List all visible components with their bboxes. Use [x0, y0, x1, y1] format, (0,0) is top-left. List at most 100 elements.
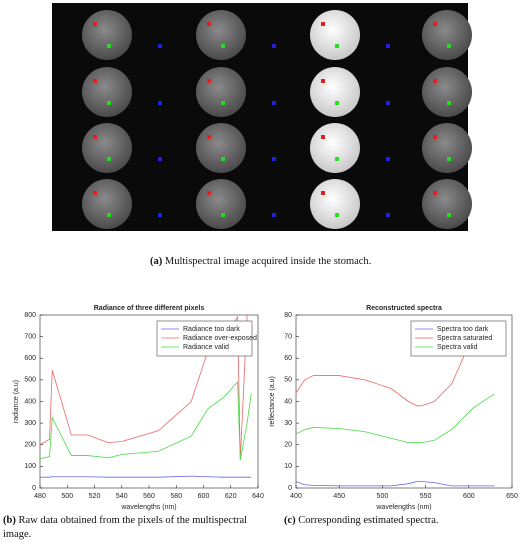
y-tick-label: 100	[24, 463, 36, 470]
x-tick-label: 600	[198, 493, 210, 500]
x-tick-label: 480	[34, 493, 46, 500]
stomach-view	[82, 10, 132, 60]
x-tick-label: 550	[420, 493, 432, 500]
x-tick-label: 500	[61, 493, 73, 500]
x-tick-label: 640	[252, 493, 264, 500]
pixel-marker-blue	[272, 44, 276, 48]
caption-text: Multispectral image acquired inside the …	[164, 256, 372, 267]
x-tick-label: 500	[377, 493, 389, 500]
y-tick-label: 500	[24, 377, 36, 384]
stomach-view	[310, 179, 360, 229]
stomach-view	[196, 10, 246, 60]
y-tick-label: 60	[284, 355, 292, 362]
pixel-marker-red	[93, 22, 97, 26]
caption-label: (c)	[284, 515, 296, 526]
y-tick-label: 700	[24, 333, 36, 340]
y-tick-label: 800	[24, 312, 36, 319]
stomach-view	[82, 67, 132, 117]
x-tick-label: 600	[463, 493, 475, 500]
legend-label: Radiance valid	[183, 344, 229, 351]
pixel-marker-green	[107, 44, 111, 48]
y-tick-label: 0	[32, 485, 36, 492]
caption-b: (b) Raw data obtained from the pixels of…	[3, 514, 265, 542]
stomach-view	[82, 123, 132, 173]
image-cells	[82, 10, 472, 229]
pixel-marker-red	[433, 135, 437, 139]
pixel-marker-green	[447, 157, 451, 161]
data-line	[40, 475, 252, 478]
x-axis-label: wavelengths (nm)	[120, 504, 176, 511]
pixel-marker-red	[321, 79, 325, 83]
pixel-marker-red	[433, 79, 437, 83]
y-axis-label: reflectance (a.u)	[269, 376, 276, 427]
y-tick-label: 80	[284, 312, 292, 319]
caption-text: Corresponding estimated spectra.	[298, 515, 439, 526]
x-tick-label: 520	[89, 493, 101, 500]
stomach-view	[422, 179, 472, 229]
pixel-marker-green	[221, 44, 225, 48]
x-tick-label: 450	[333, 493, 345, 500]
data-line	[296, 332, 474, 407]
pixel-marker-green	[335, 101, 339, 105]
stomach-view	[196, 123, 246, 173]
pixel-marker-green	[447, 101, 451, 105]
x-tick-label: 540	[116, 493, 128, 500]
y-tick-label: 400	[24, 398, 36, 405]
pixel-marker-blue	[386, 213, 390, 217]
pixel-marker-red	[321, 191, 325, 195]
y-tick-label: 0	[288, 485, 292, 492]
caption-label: (b)	[3, 515, 16, 526]
y-tick-label: 70	[284, 333, 292, 340]
pixel-marker-green	[335, 157, 339, 161]
data-line	[40, 381, 252, 460]
pixel-marker-blue	[272, 101, 276, 105]
pixel-marker-red	[207, 22, 211, 26]
y-tick-label: 200	[24, 442, 36, 449]
pixel-marker-green	[335, 44, 339, 48]
pixel-marker-blue	[158, 101, 162, 105]
y-tick-label: 40	[284, 398, 292, 405]
pixel-marker-blue	[158, 157, 162, 161]
pixel-marker-red	[433, 191, 437, 195]
data-line	[40, 315, 248, 460]
pixel-marker-green	[447, 213, 451, 217]
stomach-view	[196, 179, 246, 229]
pixel-marker-red	[93, 135, 97, 139]
caption-label: (a)	[150, 256, 163, 267]
pixel-marker-red	[321, 135, 325, 139]
x-tick-label: 560	[143, 493, 155, 500]
stomach-view	[310, 123, 360, 173]
legend-box	[156, 320, 253, 357]
pixel-marker-green	[221, 213, 225, 217]
stomach-view	[422, 123, 472, 173]
x-tick-label: 400	[290, 493, 302, 500]
pixel-marker-blue	[386, 157, 390, 161]
stomach-view	[82, 179, 132, 229]
y-tick-label: 300	[24, 420, 36, 427]
pixel-marker-green	[221, 157, 225, 161]
pixel-marker-green	[221, 101, 225, 105]
x-tick-label: 620	[225, 493, 237, 500]
caption-c: (c) Corresponding estimated spectra.	[284, 514, 519, 528]
pixel-marker-red	[207, 135, 211, 139]
stomach-view	[310, 67, 360, 117]
stomach-view	[422, 10, 472, 60]
legend-label: Spectra saturated	[437, 335, 492, 342]
pixel-marker-blue	[158, 44, 162, 48]
y-tick-label: 50	[284, 377, 292, 384]
chart-title: Radiance of three different pixels	[94, 305, 205, 312]
data-line	[296, 393, 495, 443]
chart-title: Reconstructed spectra	[366, 305, 442, 312]
pixel-marker-blue	[386, 101, 390, 105]
legend-box	[410, 320, 507, 357]
x-axis-label: wavelengths (nm)	[375, 504, 431, 511]
pixel-marker-red	[433, 22, 437, 26]
y-axis-label: radiance (a.u)	[13, 380, 20, 423]
pixel-marker-blue	[272, 157, 276, 161]
pixel-marker-green	[447, 44, 451, 48]
y-tick-label: 30	[284, 420, 292, 427]
pixel-marker-red	[207, 191, 211, 195]
pixel-marker-green	[107, 213, 111, 217]
